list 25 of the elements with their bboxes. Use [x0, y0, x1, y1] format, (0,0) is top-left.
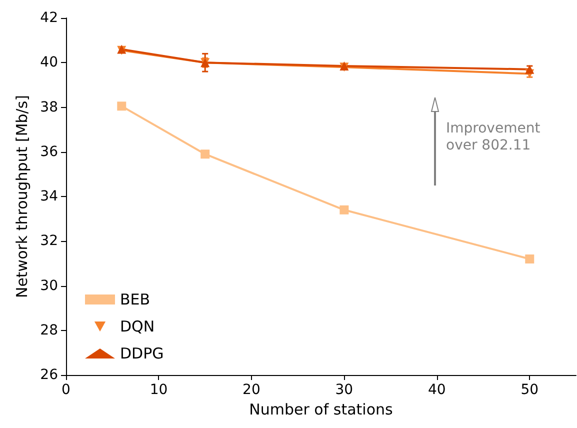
- point: [340, 205, 349, 214]
- y-tick-label: 28: [40, 322, 58, 338]
- legend-label: BEB: [120, 290, 150, 308]
- y-axis-title: Network throughput [Mb/s]: [12, 94, 31, 298]
- point: [200, 150, 210, 159]
- y-tick-label: 26: [40, 367, 58, 383]
- annotation: Improvement over 802.11: [446, 120, 541, 154]
- y-tick-label: 38: [40, 99, 58, 116]
- point: [117, 102, 126, 111]
- y-tick-label: 34: [40, 188, 58, 204]
- x-axis-title: Number of stations: [249, 400, 394, 418]
- x-tick-label: 40: [428, 382, 446, 398]
- x-tick-label: 10: [150, 382, 168, 398]
- x-tick-label: 30: [335, 382, 354, 398]
- y-tick-label: 42: [40, 10, 58, 26]
- x-tick-label: 20: [242, 382, 260, 398]
- y-tick-label: 30: [40, 278, 58, 294]
- y-tick-label: 32: [40, 233, 58, 250]
- legend-label: DDPG: [120, 344, 164, 362]
- x-tick-label: 50: [520, 382, 539, 398]
- point: [525, 254, 534, 264]
- legend-label: DQN: [120, 318, 155, 336]
- y-tick-label: 36: [40, 144, 58, 160]
- x-tick-label: 0: [62, 382, 70, 398]
- y-tick-label: 40: [40, 54, 58, 71]
